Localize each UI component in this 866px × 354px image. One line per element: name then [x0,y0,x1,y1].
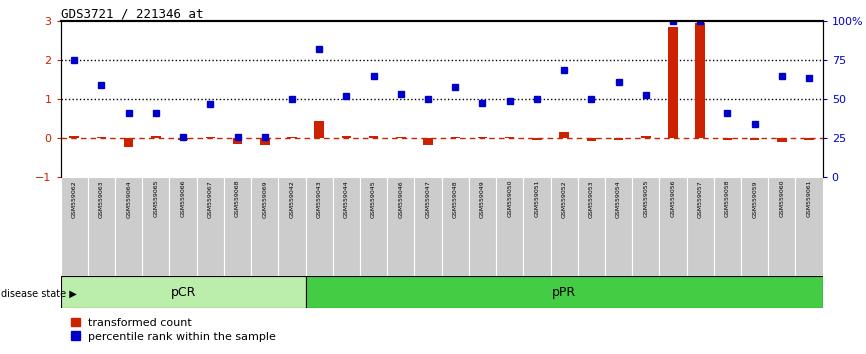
Text: GSM559066: GSM559066 [181,180,185,217]
Text: GSM559067: GSM559067 [208,180,213,218]
Bar [61,177,87,276]
Text: GSM559064: GSM559064 [126,180,131,218]
Text: GSM559069: GSM559069 [262,180,268,218]
Bar [306,177,333,276]
Bar [423,138,433,145]
Bar [124,138,133,147]
Text: GSM559054: GSM559054 [616,180,621,218]
Bar [197,177,224,276]
Bar [796,177,823,276]
Text: GSM559058: GSM559058 [725,180,730,217]
Text: GSM559046: GSM559046 [398,180,404,218]
Bar [478,137,488,138]
Bar [251,177,278,276]
Bar [559,132,569,138]
Bar [396,137,405,138]
Text: GSM559056: GSM559056 [670,180,675,217]
Bar [360,177,387,276]
Text: GSM559048: GSM559048 [453,180,458,218]
Text: GSM559055: GSM559055 [643,180,649,217]
Text: GSM559052: GSM559052 [562,180,566,218]
Bar [578,177,605,276]
Bar [178,138,188,140]
Bar [695,23,705,138]
Bar [505,137,514,138]
Bar [532,138,542,140]
Text: GSM559050: GSM559050 [507,180,512,217]
Text: GSM559053: GSM559053 [589,180,594,218]
Bar [805,138,814,140]
Bar [224,177,251,276]
Bar [333,177,360,276]
Text: GSM559051: GSM559051 [534,180,540,217]
Text: GSM559057: GSM559057 [698,180,702,218]
Bar [614,138,624,140]
Bar [233,138,242,144]
Text: GSM559059: GSM559059 [753,180,757,218]
Text: GSM559043: GSM559043 [317,180,321,218]
Text: GSM559042: GSM559042 [289,180,294,218]
Bar [741,177,768,276]
Bar [415,177,442,276]
Bar [97,137,107,138]
Bar [586,138,596,141]
Bar [278,177,306,276]
Bar [469,177,496,276]
Bar [669,27,678,138]
Text: GDS3721 / 221346_at: GDS3721 / 221346_at [61,7,204,20]
Text: GSM559045: GSM559045 [372,180,376,218]
Bar [205,137,215,138]
Bar [442,177,469,276]
Legend: transformed count, percentile rank within the sample: transformed count, percentile rank withi… [66,314,281,346]
Bar [341,136,351,138]
Text: GSM559049: GSM559049 [480,180,485,218]
Bar [61,276,306,308]
Text: disease state ▶: disease state ▶ [1,289,76,299]
Bar [260,138,269,145]
Text: GSM559065: GSM559065 [153,180,158,217]
Text: GSM559068: GSM559068 [235,180,240,217]
Bar [142,177,170,276]
Text: GSM559060: GSM559060 [779,180,785,217]
Text: GSM559047: GSM559047 [425,180,430,218]
Bar [496,177,523,276]
Bar [605,177,632,276]
Text: GSM559062: GSM559062 [72,180,77,218]
Bar [288,137,297,138]
Bar [523,177,551,276]
Bar [714,177,741,276]
Bar [551,177,578,276]
Bar [151,136,161,138]
Bar [687,177,714,276]
Bar [387,177,415,276]
Bar [369,136,378,138]
Bar [722,138,732,140]
Bar [69,136,79,138]
Bar [632,177,659,276]
Bar [641,136,650,138]
Text: GSM559044: GSM559044 [344,180,349,218]
Bar [659,177,687,276]
Bar [87,177,115,276]
Bar [170,177,197,276]
Text: pPR: pPR [552,286,576,298]
Bar [450,137,460,138]
Bar [768,177,796,276]
Bar [750,138,759,140]
Bar [306,276,823,308]
Bar [777,138,786,142]
Text: GSM559061: GSM559061 [806,180,811,217]
Text: pCR: pCR [171,286,196,298]
Text: GSM559063: GSM559063 [99,180,104,218]
Bar [115,177,142,276]
Bar [314,120,324,138]
